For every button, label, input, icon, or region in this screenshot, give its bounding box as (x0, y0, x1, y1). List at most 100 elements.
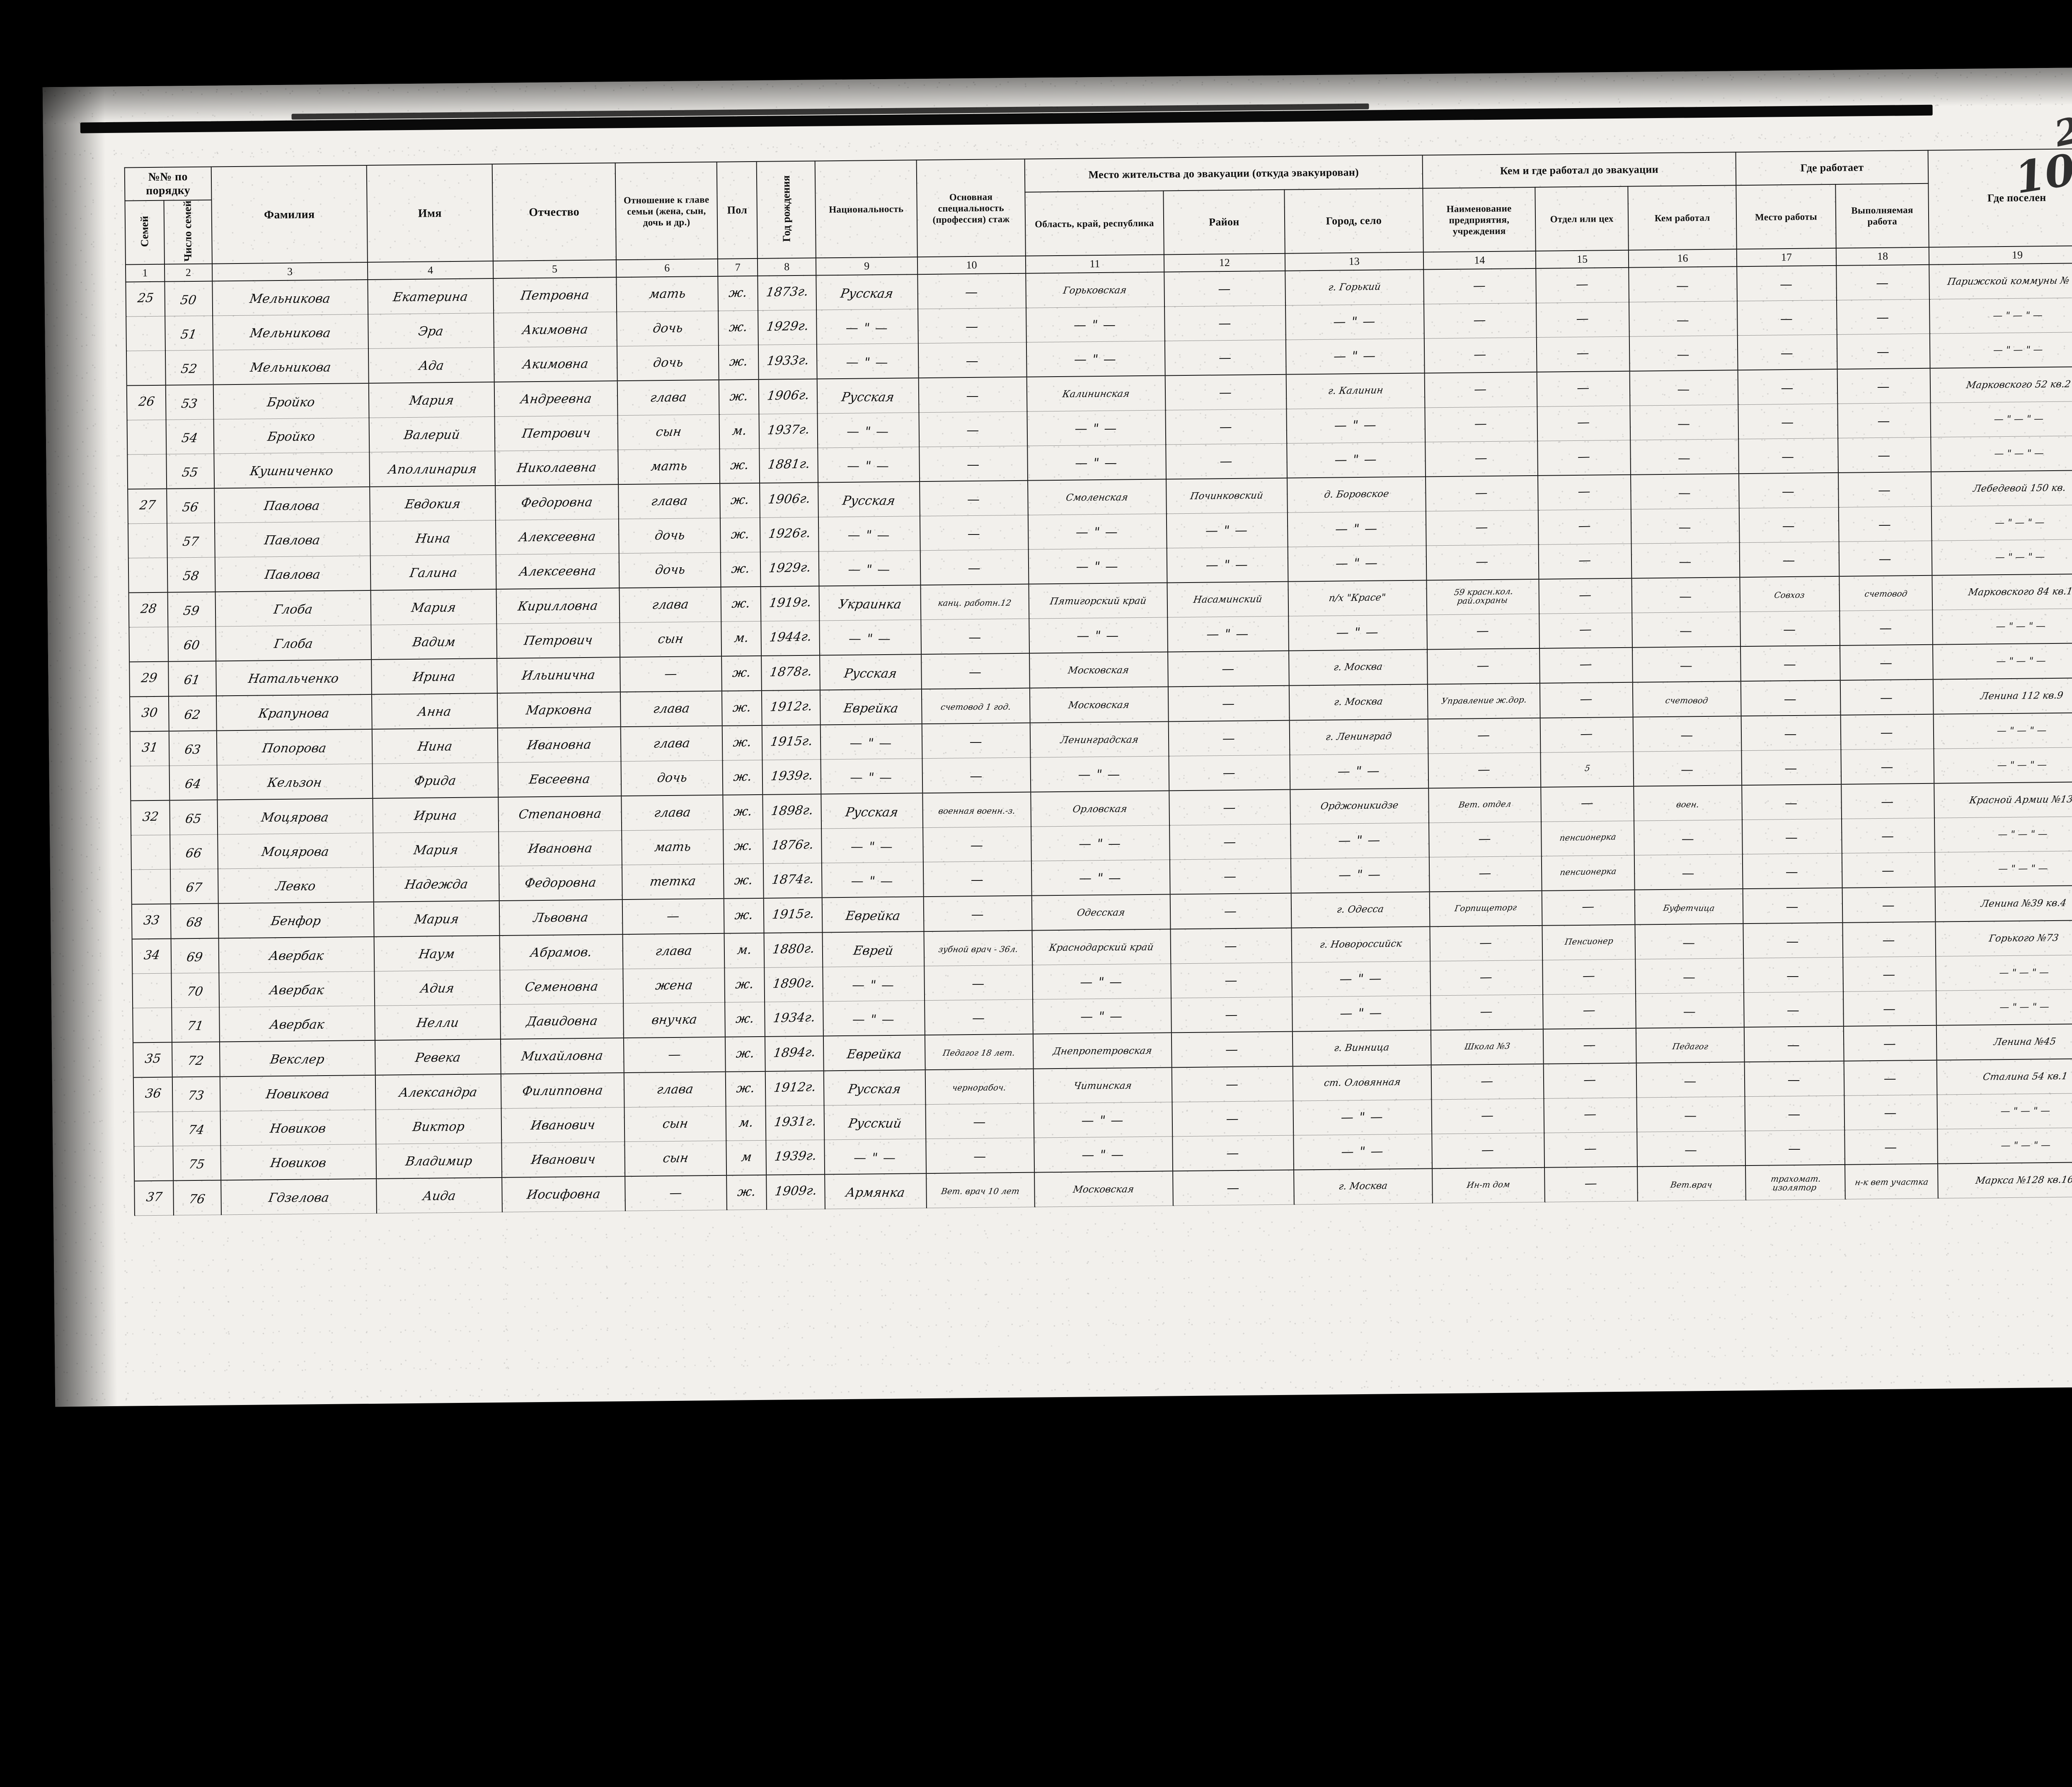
cell-person-number: 54 (166, 419, 214, 455)
cell-birth-year: 1929г. (758, 310, 817, 345)
cell-position: — (1636, 1062, 1745, 1098)
cell-department: — (1539, 578, 1632, 614)
cell-sex: ж. (722, 760, 763, 796)
cell-specialty: — (923, 861, 1032, 897)
cell-sex: ж. (719, 345, 759, 380)
cell-specialty: зубной врач - 36л. (924, 931, 1033, 967)
cell-specialty: — (922, 723, 1031, 759)
cell-enterprise: — (1431, 1098, 1544, 1134)
cell-first-name: Ада (368, 347, 494, 384)
header-city: Город, село (1284, 188, 1423, 254)
cell-surname: Мельникова (212, 314, 369, 351)
cell-enterprise: — (1428, 752, 1541, 788)
cell-position: — (1631, 543, 1740, 579)
cell-birth-year: 1878г. (761, 655, 820, 691)
cell-city: п/х "Красе" (1288, 580, 1427, 617)
cell-enterprise: — (1428, 718, 1541, 754)
cell-patronymic: Ивановна (497, 727, 621, 763)
cell-birth-year: 1898г. (762, 794, 822, 829)
cell-sex: ж. (726, 1175, 767, 1210)
cell-first-name: Мария (373, 832, 499, 868)
cell-enterprise: — (1431, 1064, 1544, 1100)
cell-family-number (126, 351, 166, 386)
cell-enterprise: — (1430, 960, 1543, 996)
cell-relation: мать (622, 829, 724, 866)
cell-specialty: — (923, 896, 1032, 932)
cell-relation: внучка (623, 1002, 726, 1038)
cell-patronymic: Алексеевна (496, 554, 620, 590)
cell-relation: сын (620, 621, 722, 658)
cell-work-done: — (1838, 437, 1932, 473)
cell-department: пенсионерка (1541, 855, 1635, 891)
cell-person-number: 59 (167, 592, 215, 627)
cell-specialty: Педагог 18 лет. (925, 1034, 1034, 1070)
cell-department: — (1539, 613, 1633, 649)
cell-work-done: — (1843, 1025, 1937, 1062)
cell-settled-address: — " — " — (1932, 539, 2072, 576)
cell-person-number: 62 (168, 696, 217, 731)
cell-workplace: — (1743, 888, 1843, 924)
cell-settled-address: — " — " — (1933, 643, 2072, 680)
cell-work-done: — (1842, 852, 1935, 888)
cell-work-done: — (1844, 1060, 1937, 1096)
cell-enterprise: — (1428, 822, 1542, 858)
cell-nationality: — " — (824, 1139, 927, 1175)
header-department: Отдел или цех (1535, 186, 1629, 251)
cell-department: — (1536, 336, 1630, 372)
cell-sex: ж. (722, 691, 762, 726)
cell-specialty: — (925, 999, 1033, 1035)
cell-district: — (1164, 305, 1286, 341)
cell-workplace: — (1737, 300, 1837, 336)
cell-sex: ж. (722, 725, 762, 761)
cell-department: 5 (1540, 752, 1634, 788)
cell-person-number: 61 (168, 661, 216, 697)
cell-person-number: 76 (173, 1180, 221, 1216)
cell-family-number (129, 627, 169, 662)
cell-city: — " — (1293, 1100, 1432, 1136)
cell-family-number: 37 (134, 1180, 174, 1216)
cell-settled-address: Сталина 54 кв.1 (1936, 1058, 2072, 1095)
cell-region: — " — (1026, 341, 1165, 377)
cell-workplace: — (1741, 715, 1841, 751)
cell-nationality: Русская (823, 1070, 926, 1106)
cell-enterprise: Управление ж.дор. (1427, 683, 1540, 719)
cell-department: Пенсионер (1542, 925, 1636, 960)
cell-birth-year: 1880г. (764, 932, 823, 968)
cell-department: — (1537, 371, 1630, 407)
cell-region: Одесская (1031, 894, 1171, 931)
cell-work-done: — (1840, 610, 1933, 646)
cell-enterprise: 59 красн.кол. рай.охраны (1426, 579, 1539, 615)
cell-nationality: Украинка (819, 585, 921, 621)
cell-person-number: 72 (172, 1042, 220, 1077)
cell-person-number: 50 (165, 281, 213, 317)
cell-specialty: — (921, 619, 1029, 655)
cell-relation: глава (622, 933, 725, 970)
cell-city: — " — (1290, 754, 1428, 790)
cell-person-number: 71 (172, 1007, 220, 1042)
cell-nationality: — " — (818, 447, 920, 483)
cell-nationality: Русская (820, 654, 922, 690)
cell-family-number (128, 558, 168, 593)
cell-surname: Попорова (216, 729, 373, 766)
cell-position: — (1631, 508, 1740, 544)
cell-specialty: — (919, 411, 1028, 447)
cell-region: Смоленская (1027, 479, 1167, 515)
cell-settled-address: — " — " — (1936, 955, 2072, 991)
cell-settled-address: Марковского 84 кв.1 (1932, 574, 2072, 610)
cell-relation: — (625, 1175, 727, 1211)
cell-work-done: — (1840, 714, 1934, 750)
cell-patronymic: Акимовна (493, 312, 617, 348)
cell-patronymic: Петрович (496, 623, 620, 659)
cell-region: — " — (1033, 998, 1172, 1035)
column-number: 7 (718, 259, 758, 277)
cell-relation: глава (619, 587, 721, 623)
cell-work-done: — (1840, 645, 1934, 681)
cell-position: — (1637, 1131, 1746, 1167)
cell-region: Московская (1029, 687, 1169, 723)
column-number: 15 (1535, 250, 1629, 269)
cell-relation: глава (624, 1072, 726, 1108)
cell-first-name: Виктор (375, 1108, 502, 1144)
cell-district: Насаминский (1167, 582, 1289, 618)
cell-position: Вет.врач (1637, 1166, 1746, 1202)
column-number: 11 (1025, 254, 1164, 274)
